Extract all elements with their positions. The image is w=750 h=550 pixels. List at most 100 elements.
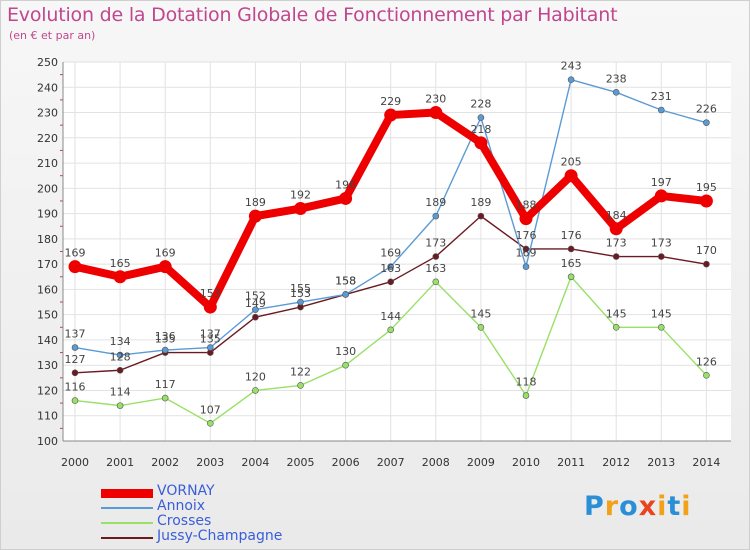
data-point (71, 397, 79, 404)
data-label: 226 (696, 103, 717, 116)
data-point (203, 300, 217, 314)
data-point (342, 361, 349, 369)
data-label: 195 (696, 181, 717, 194)
logo-letter: o (619, 491, 639, 522)
data-point (657, 106, 665, 114)
data-label: 127 (65, 353, 86, 366)
data-point (252, 387, 259, 394)
data-label: 229 (380, 95, 401, 108)
y-tick-label: 220 (37, 132, 58, 145)
x-tick-label: 2009 (467, 456, 495, 469)
x-tick-label: 2004 (241, 456, 269, 469)
y-tick-label: 240 (37, 81, 58, 94)
legend-label: Annoix (157, 498, 206, 514)
data-label: 163 (425, 262, 446, 275)
data-label: 137 (65, 328, 86, 341)
data-label: 188 (516, 199, 537, 212)
data-point (612, 253, 620, 260)
data-label: 184 (606, 209, 627, 222)
data-label: 120 (245, 370, 266, 383)
data-label: 155 (290, 282, 311, 295)
data-point (522, 263, 530, 270)
data-point (612, 323, 620, 331)
y-tick-label: 180 (37, 233, 58, 246)
data-label: 169 (516, 247, 537, 260)
data-point (657, 323, 665, 331)
legend-swatch (101, 537, 153, 539)
data-point (207, 344, 214, 351)
logo-letter: t (667, 491, 682, 522)
plot-area (63, 62, 731, 441)
data-point (116, 366, 124, 374)
data-label: 173 (425, 237, 446, 250)
x-tick-label: 2011 (557, 456, 585, 469)
data-label: 218 (470, 123, 491, 136)
data-point (161, 346, 169, 354)
logo-letter: i (681, 491, 692, 522)
data-point (474, 136, 488, 150)
y-tick-label: 230 (37, 107, 58, 120)
y-tick-label: 190 (37, 208, 58, 221)
data-label: 189 (470, 196, 491, 209)
x-tick-label: 2001 (106, 456, 134, 469)
data-label: 189 (425, 196, 446, 209)
x-tick-label: 2005 (287, 456, 315, 469)
data-point (567, 245, 575, 253)
data-label: 158 (335, 274, 356, 287)
data-point (71, 369, 79, 377)
data-label: 118 (516, 376, 537, 389)
data-label: 128 (110, 350, 131, 363)
legend-label: VORNAY (157, 483, 215, 499)
y-tick-label: 150 (37, 309, 58, 322)
data-point (522, 245, 530, 253)
data-label: 135 (155, 333, 176, 346)
data-label: 122 (290, 365, 311, 378)
data-point (387, 278, 395, 286)
data-point (71, 344, 79, 351)
data-label: 130 (335, 345, 356, 358)
data-label: 176 (516, 229, 537, 242)
legend-swatch (101, 489, 153, 498)
data-label: 136 (155, 330, 176, 343)
data-point (432, 278, 440, 286)
data-label: 153 (290, 287, 311, 300)
chart-subtitle: (en € et par an) (9, 29, 96, 42)
x-tick-label: 2008 (422, 456, 450, 469)
y-tick-label: 100 (37, 435, 58, 448)
data-point (252, 313, 259, 321)
data-point (519, 212, 533, 226)
x-tick-label: 2014 (692, 456, 720, 469)
data-point (387, 326, 395, 334)
legend-label: Crosses (157, 513, 212, 529)
data-label: 169 (65, 247, 86, 260)
data-point (207, 420, 214, 427)
x-tick-label: 2006 (332, 456, 360, 469)
data-label: 145 (651, 307, 672, 320)
y-tick-label: 110 (37, 410, 58, 423)
data-point (248, 209, 262, 223)
data-label: 165 (561, 257, 582, 270)
y-tick-label: 210 (37, 157, 58, 170)
y-tick-label: 160 (37, 283, 58, 296)
data-point (654, 189, 668, 203)
proxiti-logo: Proxiti (584, 491, 692, 522)
data-label: 196 (335, 178, 356, 191)
data-point (384, 108, 398, 122)
data-label: 197 (651, 176, 672, 189)
y-tick-label: 250 (37, 56, 58, 69)
data-point (567, 76, 575, 83)
data-point (522, 392, 530, 399)
data-label: 107 (200, 403, 221, 416)
data-label: 173 (606, 237, 627, 250)
data-point (252, 306, 259, 313)
y-tick-label: 140 (37, 334, 58, 347)
data-label: 145 (606, 307, 627, 320)
data-label: 153 (200, 287, 221, 300)
data-label: 135 (200, 333, 221, 346)
data-label: 205 (561, 156, 582, 169)
data-point (609, 222, 623, 236)
data-point (339, 191, 353, 205)
y-tick-label: 170 (37, 258, 58, 271)
data-label: 134 (110, 335, 131, 348)
